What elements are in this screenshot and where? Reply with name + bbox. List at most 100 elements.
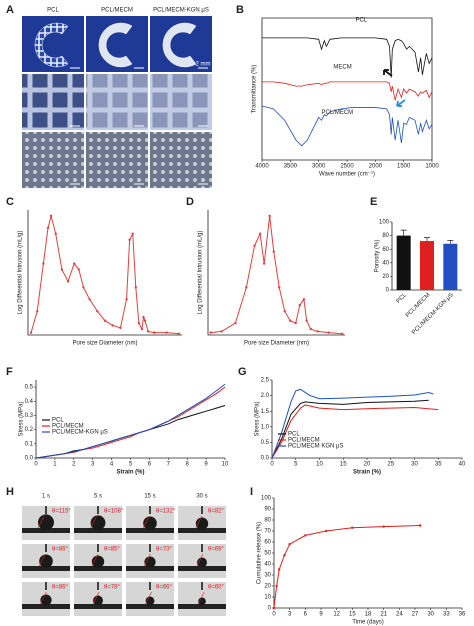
angle-label: θ=86°	[52, 585, 69, 591]
droplet	[144, 556, 156, 568]
marker	[29, 331, 33, 334]
x-tick-label: 27	[412, 612, 419, 618]
y-tick-label: 20	[264, 584, 271, 590]
y-tick-label: 100	[379, 220, 390, 226]
x-axis-label: Strain (%)	[116, 470, 144, 476]
x-tick-label: 30	[427, 612, 434, 618]
angle-line	[38, 553, 46, 567]
marker	[298, 304, 301, 307]
marker	[140, 327, 144, 331]
y-tick-label: 60	[382, 247, 389, 253]
error-bar	[400, 229, 407, 236]
column-label: PCL/MECM	[101, 8, 133, 14]
substrate	[22, 566, 70, 571]
marker	[327, 331, 330, 334]
x-axis-label: Wave number (cm⁻¹)	[319, 172, 375, 178]
marker	[302, 298, 306, 301]
angle-label: θ=69°	[208, 547, 225, 553]
marker	[146, 330, 150, 333]
angle-label: θ=132°	[156, 509, 176, 515]
ecm	[150, 74, 212, 130]
x-axis-label: Time (days)	[352, 620, 383, 626]
droplet	[195, 517, 209, 530]
y-axis-label: Log Differential Intrusion (mL/g)	[18, 231, 24, 315]
photo	[86, 132, 148, 188]
x-tick-label: 0	[270, 462, 274, 468]
y-axis-label: Stress (MPa)	[19, 401, 25, 436]
marker	[137, 321, 141, 325]
marker	[304, 534, 307, 537]
legend-label: PCL/MECM KGN μS	[288, 444, 343, 450]
marker	[153, 331, 156, 334]
marker	[305, 319, 308, 322]
bar	[443, 243, 458, 290]
x-tick-label: 4000	[255, 164, 269, 170]
y-axis-label: Log Differential Intrusion (mL/g)	[198, 231, 204, 315]
axis	[35, 380, 225, 459]
y-tick-label: 0.0	[25, 456, 34, 462]
y-tick-label: 10	[264, 595, 271, 601]
y-tick-label: 0.2	[25, 427, 34, 433]
angle-line	[142, 515, 150, 529]
x-tick-label: 1500	[397, 164, 411, 170]
angle-line	[40, 591, 47, 605]
legend-label: PCL	[52, 418, 64, 424]
substrate	[178, 604, 226, 609]
x-tick-label: 1000	[425, 164, 439, 170]
x-tick-label: 33	[443, 612, 450, 618]
marker	[88, 298, 91, 301]
y-tick-label: 0.4	[25, 399, 34, 405]
photo	[22, 74, 84, 130]
x-tick-label: 3	[91, 462, 95, 468]
line	[271, 404, 439, 459]
x-tick-label: 8	[186, 462, 190, 468]
time-label: 30 s	[196, 494, 207, 500]
y-tick-label: 60	[264, 540, 271, 546]
arrow	[396, 99, 406, 107]
x-axis-label: Pore size Diameter (nm)	[72, 341, 137, 347]
angle-label: θ=108°	[104, 509, 124, 515]
droplet	[145, 596, 155, 606]
x-tick-label: 5	[294, 462, 298, 468]
y-tick-label: 0	[386, 288, 390, 294]
axis	[207, 210, 345, 336]
x-tick-label: PCL	[396, 292, 409, 305]
marker	[309, 327, 312, 331]
marker	[128, 238, 131, 241]
marker	[165, 331, 168, 334]
line	[271, 388, 434, 459]
x-tick-label: 35	[435, 462, 442, 468]
y-tick-label: 40	[382, 260, 389, 266]
x-tick-label: 2000	[369, 164, 383, 170]
x-tick-label: 20	[364, 462, 371, 468]
y-tick-label: 0	[268, 606, 272, 612]
y-axis-label: Stress (MPa)	[255, 401, 261, 436]
line	[210, 215, 343, 335]
column-label: PCL	[47, 8, 59, 14]
y-tick-label: 0.5	[25, 385, 34, 391]
angle-line	[197, 591, 205, 605]
x-tick-label: 7	[167, 462, 171, 468]
arrow	[383, 69, 393, 77]
bar	[420, 241, 434, 290]
marker	[316, 330, 319, 333]
x-tick-label: 9	[204, 462, 208, 468]
substrate	[22, 604, 70, 609]
annotation: MECM	[333, 64, 351, 70]
x-tick-label: 6	[148, 462, 152, 468]
x-tick-label: 9	[319, 612, 323, 618]
angle-label: θ=78°	[104, 585, 121, 591]
scaffold	[162, 22, 197, 68]
marker	[419, 524, 422, 527]
photo	[22, 132, 84, 188]
substrate	[178, 528, 226, 533]
droplet	[40, 594, 52, 606]
marker	[73, 262, 76, 265]
marker	[46, 226, 50, 230]
legend-label: PCL/MECM	[52, 424, 84, 430]
x-tick-label: 15	[340, 462, 347, 468]
angle-line	[90, 515, 97, 529]
y-tick-label: 50	[264, 551, 271, 557]
y-axis-label: Porosity (%)	[375, 240, 381, 273]
time-label: 5 s	[94, 494, 102, 500]
